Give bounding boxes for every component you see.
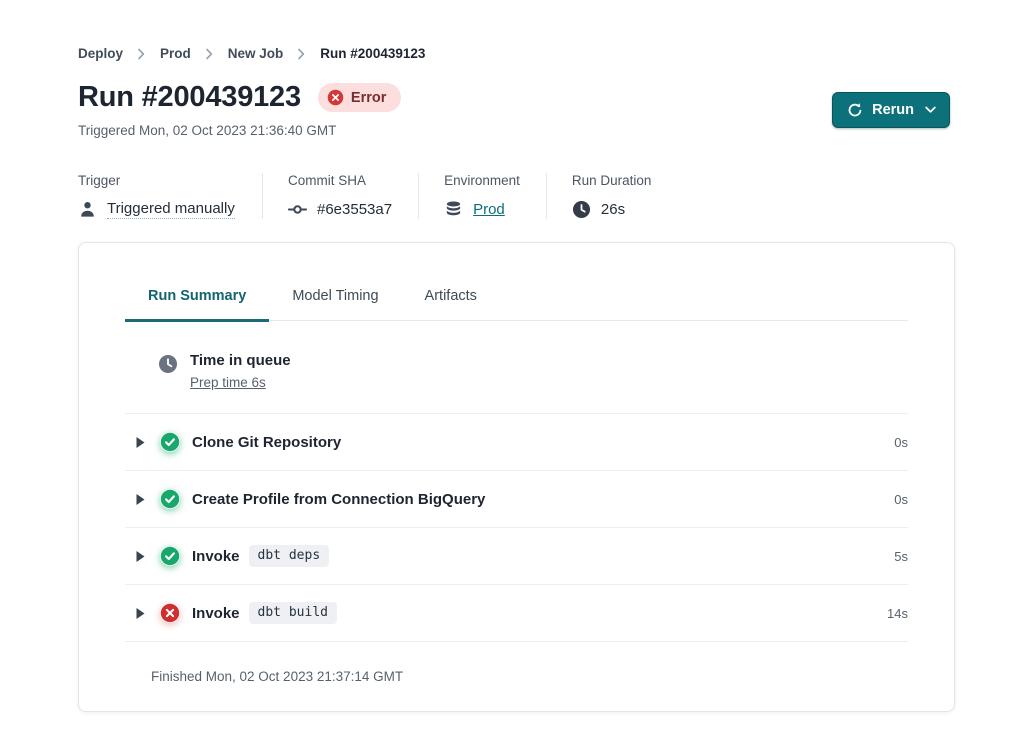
commit-sha-value: #6e3553a7 <box>317 201 393 218</box>
chevron-right-icon <box>297 48 306 60</box>
clock-icon <box>158 352 178 392</box>
step-duration: 5s <box>894 548 908 564</box>
environment-value-link[interactable]: Prod <box>473 201 505 218</box>
meta-environment-label: Environment <box>444 173 520 188</box>
status-badge-label: Error <box>350 89 387 106</box>
trigger-value-link[interactable]: Triggered manually <box>107 200 235 219</box>
tab-bar: Run Summary Model Timing Artifacts <box>125 288 908 322</box>
step-label: Clone Git Repository <box>192 433 342 451</box>
status-badge: Error <box>317 83 402 112</box>
step-duration: 0s <box>894 491 908 507</box>
queue-row: Time in queue Prep time 6s <box>125 321 908 414</box>
breadcrumb-item-prod[interactable]: Prod <box>160 46 191 61</box>
breadcrumb-item-run: Run #200439123 <box>320 46 426 61</box>
rerun-button-label: Rerun <box>872 102 914 118</box>
tab-artifacts[interactable]: Artifacts <box>424 288 477 304</box>
triangle-right-icon[interactable] <box>135 607 147 620</box>
rerun-button[interactable]: Rerun <box>832 92 950 128</box>
run-duration-value: 26s <box>600 201 626 218</box>
triangle-right-icon[interactable] <box>135 436 147 449</box>
chevron-right-icon <box>205 48 214 60</box>
person-icon <box>78 200 97 219</box>
step-row-invoke-dbt-build[interactable]: Invoke dbt build 14s <box>125 585 908 642</box>
queue-title: Time in queue <box>190 352 291 369</box>
step-label: Invoke <box>192 547 240 565</box>
step-command-code: dbt deps <box>248 545 330 567</box>
run-meta-row: Trigger Triggered manually Commit SHA #6… <box>78 173 955 219</box>
page-title: Run #200439123 <box>78 81 301 113</box>
tab-model-timing[interactable]: Model Timing <box>292 288 379 304</box>
step-label: Invoke <box>192 604 240 622</box>
meta-trigger-label: Trigger <box>78 173 121 188</box>
meta-commit: Commit SHA #6e3553a7 <box>262 173 418 219</box>
triangle-right-icon[interactable] <box>135 493 147 506</box>
check-circle-icon <box>160 432 180 452</box>
refresh-icon <box>847 102 863 118</box>
triggered-timestamp: Triggered Mon, 02 Oct 2023 21:36:40 GMT <box>78 123 337 138</box>
check-circle-icon <box>160 489 180 509</box>
error-circle-icon <box>327 89 344 106</box>
finished-timestamp: Finished Mon, 02 Oct 2023 21:37:14 GMT <box>151 669 404 684</box>
step-command-code: dbt build <box>248 602 337 624</box>
step-row-invoke-dbt-deps[interactable]: Invoke dbt deps 5s <box>125 528 908 585</box>
meta-environment: Environment Prod <box>418 173 546 219</box>
step-row-create-profile[interactable]: Create Profile from Connection BigQuery … <box>125 471 908 528</box>
error-circle-icon <box>160 603 180 623</box>
clock-icon <box>572 200 591 219</box>
meta-duration: Run Duration 26s <box>545 173 678 219</box>
tab-run-summary[interactable]: Run Summary <box>125 288 270 322</box>
meta-duration-label: Run Duration <box>571 173 652 188</box>
database-icon <box>444 200 463 219</box>
meta-trigger: Trigger Triggered manually <box>78 173 262 219</box>
step-duration: 14s <box>887 605 908 621</box>
check-circle-icon <box>160 546 180 566</box>
meta-commit-label: Commit SHA <box>288 173 367 188</box>
triangle-right-icon[interactable] <box>135 550 147 563</box>
breadcrumb-item-new-job[interactable]: New Job <box>227 46 284 61</box>
git-commit-icon <box>288 200 307 219</box>
chevron-down-icon <box>925 106 936 114</box>
step-row-clone-git-repository[interactable]: Clone Git Repository 0s <box>125 414 908 471</box>
run-summary-card: Run Summary Model Timing Artifacts Time … <box>78 242 955 712</box>
prep-time-link[interactable]: Prep time 6s <box>190 375 266 390</box>
breadcrumb-item-deploy[interactable]: Deploy <box>78 46 124 61</box>
chevron-right-icon <box>137 48 146 60</box>
step-duration: 0s <box>894 434 908 450</box>
step-label: Create Profile from Connection BigQuery <box>192 490 486 508</box>
breadcrumb: Deploy Prod New Job Run #200439123 <box>78 0 955 61</box>
